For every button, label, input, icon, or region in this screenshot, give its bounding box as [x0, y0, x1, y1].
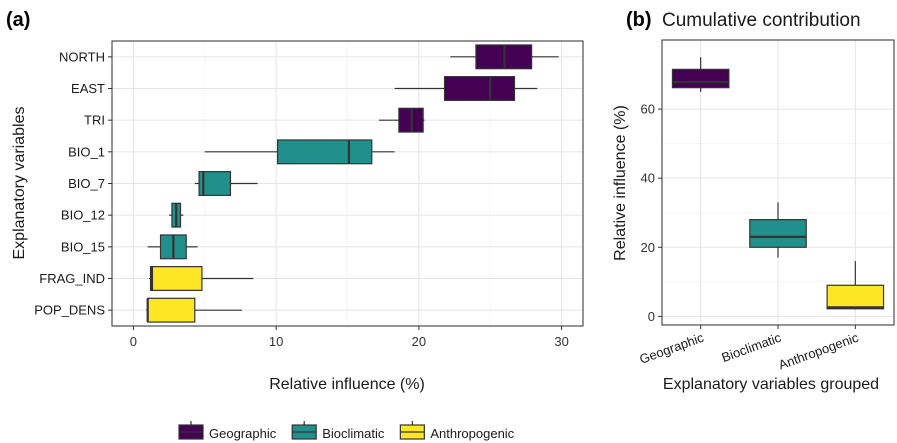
y-tick-label-pop-dens: POP_DENS — [34, 303, 105, 318]
panel-b-y-axis-title: Relative influence (%) — [612, 105, 629, 261]
box-bioclimatic — [749, 219, 807, 248]
x-tick-label-geographic: Geographic — [637, 330, 706, 367]
panel-b-y-tick-labels: 0 20 40 60 — [641, 102, 662, 324]
panel-b-boxes — [671, 57, 885, 310]
panel-b-title: Cumulative contribution — [662, 10, 861, 31]
legend-label-bioclimatic: Bioclimatic — [322, 426, 385, 441]
y-tick-label-bio-15: BIO_15 — [61, 239, 105, 254]
y-tick-label-bio-12: BIO_12 — [61, 208, 105, 223]
panel-b-y-tick-label: 0 — [648, 309, 655, 324]
box-geographic — [671, 68, 730, 89]
y-tick-label-east: EAST — [71, 81, 105, 96]
panel-a-x-tick-labels: 0 10 20 30 — [130, 326, 569, 349]
y-tick-label-frag-ind: FRAG_IND — [39, 271, 105, 286]
panel-b-x-axis-title: Explanatory variables grouped — [663, 376, 879, 393]
panel-a-y-tick-labels: NORTH EAST TRI BIO_1 BIO_7 BIO_12 BIO_15 FRAG_I… — [34, 49, 112, 318]
panel-b-y-tick-label: 60 — [641, 102, 655, 117]
panel-a-x-tick-label: 30 — [554, 334, 568, 349]
legend: Geographic Bioclimatic Anthropogenic — [178, 421, 515, 441]
panel-a-x-tick-label: 20 — [412, 334, 426, 349]
box-anthropogenic — [826, 284, 885, 310]
box-frag-ind — [149, 266, 203, 291]
panel-b-y-tick-label: 40 — [641, 171, 655, 186]
box-bio-7 — [198, 171, 232, 196]
panel-a: (a) NORTH EAST TRI BIO_1 BIO_7 BIO_12 BIO_15 FR… — [6, 9, 584, 393]
legend-label-anthropogenic: Anthropogenic — [430, 426, 514, 441]
panel-a-y-axis-title: Explanatory variables — [11, 107, 28, 260]
y-tick-label-bio-7: BIO_7 — [68, 176, 105, 191]
panel-b: (b) Cumulative contribution 0 20 40 60 Geog… — [612, 9, 895, 393]
panel-a-x-tick-label: 0 — [130, 334, 137, 349]
y-tick-label-north: NORTH — [59, 49, 105, 64]
panel-a-label: (a) — [6, 9, 30, 31]
legend-label-geographic: Geographic — [209, 426, 277, 441]
box-bio-1 — [276, 139, 373, 165]
x-tick-label-bioclimatic: Bioclimatic — [720, 330, 784, 366]
y-tick-label-tri: TRI — [84, 113, 105, 128]
panel-b-label: (b) — [626, 9, 652, 31]
box-pop-dens — [147, 297, 196, 323]
box-east — [443, 76, 516, 101]
panel-a-boxes — [146, 44, 559, 323]
x-tick-label-anthropogenic: Anthropogenic — [776, 330, 860, 373]
panel-a-x-tick-label: 10 — [269, 334, 283, 349]
panel-b-y-tick-label: 20 — [641, 240, 655, 255]
panel-a-x-axis-title: Relative influence (%) — [269, 376, 425, 393]
y-tick-label-bio-1: BIO_1 — [68, 144, 105, 159]
